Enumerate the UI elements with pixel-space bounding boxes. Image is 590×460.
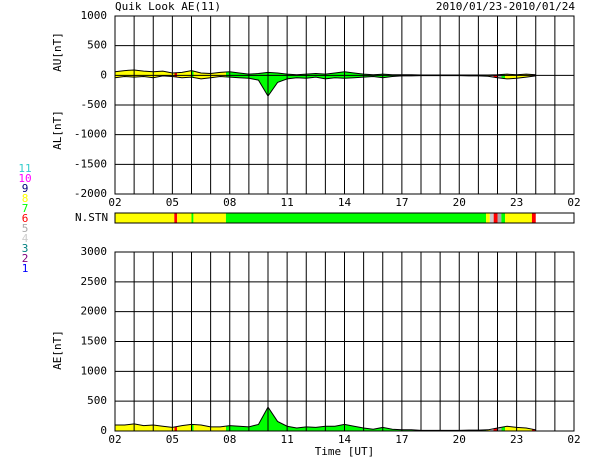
station-segment: [486, 213, 490, 223]
chart-date: 2010/01/23-2010/01/24: [436, 0, 575, 13]
y-tick-label: 3000: [81, 245, 108, 258]
y-tick-label: 500: [87, 39, 107, 52]
station-segment: [191, 213, 194, 223]
x-tick-label: 11: [281, 196, 294, 209]
legend-entry: 11: [18, 162, 31, 175]
station-segment: [174, 213, 178, 223]
x-tick-label: 02: [108, 433, 121, 446]
chart-title: Quik Look AE(11): [115, 0, 221, 13]
station-segment: [193, 213, 226, 223]
x-tick-label: 05: [166, 433, 179, 446]
y-tick-label: 0: [100, 68, 107, 81]
y-tick-label: 2000: [81, 305, 108, 318]
y-tick-label: 1500: [81, 335, 108, 348]
station-segment: [177, 213, 192, 223]
station-segment: [531, 213, 536, 223]
y-tick-label: -2000: [74, 187, 107, 200]
x-tick-label: 20: [453, 196, 466, 209]
legend-entry: 3: [22, 242, 29, 255]
y-tick-label: -500: [81, 98, 108, 111]
x-tick-label: 23: [510, 196, 523, 209]
legend-entry: 9: [22, 182, 29, 195]
plot-frame: [114, 15, 575, 195]
y-tick-label: 500: [87, 394, 107, 407]
y-tick-label: 1000: [81, 364, 108, 377]
x-axis-label: Time [UT]: [315, 445, 375, 458]
x-tick-label: 08: [223, 196, 236, 209]
area: [115, 69, 536, 76]
legend-entry: 5: [22, 222, 29, 235]
x-tick-label: 17: [395, 196, 408, 209]
legend-entry: 6: [22, 212, 29, 225]
x-tick-label: 05: [166, 196, 179, 209]
y-tick-label: -1500: [74, 157, 107, 170]
station-segment: [493, 213, 498, 223]
y-axis-label: AE[nT]: [51, 330, 64, 370]
station-bar-label: N.STN: [75, 211, 108, 224]
legend-entry: 2: [22, 252, 29, 265]
x-tick-label: 20: [453, 433, 466, 446]
y-tick-label: 2500: [81, 275, 108, 288]
x-tick-label: 02: [108, 196, 121, 209]
station-segment: [497, 213, 502, 223]
y-axis-label: AL[nT]: [51, 110, 64, 150]
y-tick-label: 1000: [81, 9, 108, 22]
y-tick-label: -1000: [74, 128, 107, 141]
x-tick-label: 14: [338, 196, 352, 209]
legend-entry: 10: [18, 172, 31, 185]
plot-frame: [114, 251, 575, 432]
legend-entry: 4: [22, 232, 29, 245]
legend-entry: 1: [22, 262, 29, 275]
station-segment: [115, 213, 175, 223]
station-segment: [225, 213, 487, 223]
station-segment: [489, 213, 494, 223]
x-tick-label: 11: [281, 433, 294, 446]
x-tick-label: 23: [510, 433, 523, 446]
legend-entry: 8: [22, 192, 29, 205]
y-tick-label: 0: [100, 424, 107, 437]
station-segment: [501, 213, 506, 223]
x-tick-label: 14: [338, 433, 352, 446]
legend-entry: 7: [22, 202, 29, 215]
station-segment: [505, 213, 532, 223]
x-tick-label: 17: [395, 433, 408, 446]
y-axis-label: AU[nT]: [51, 32, 64, 72]
x-tick-label: 02: [567, 196, 580, 209]
station-bar-frame: [114, 212, 575, 224]
x-tick-label: 08: [223, 433, 236, 446]
x-tick-label: 02: [567, 433, 580, 446]
